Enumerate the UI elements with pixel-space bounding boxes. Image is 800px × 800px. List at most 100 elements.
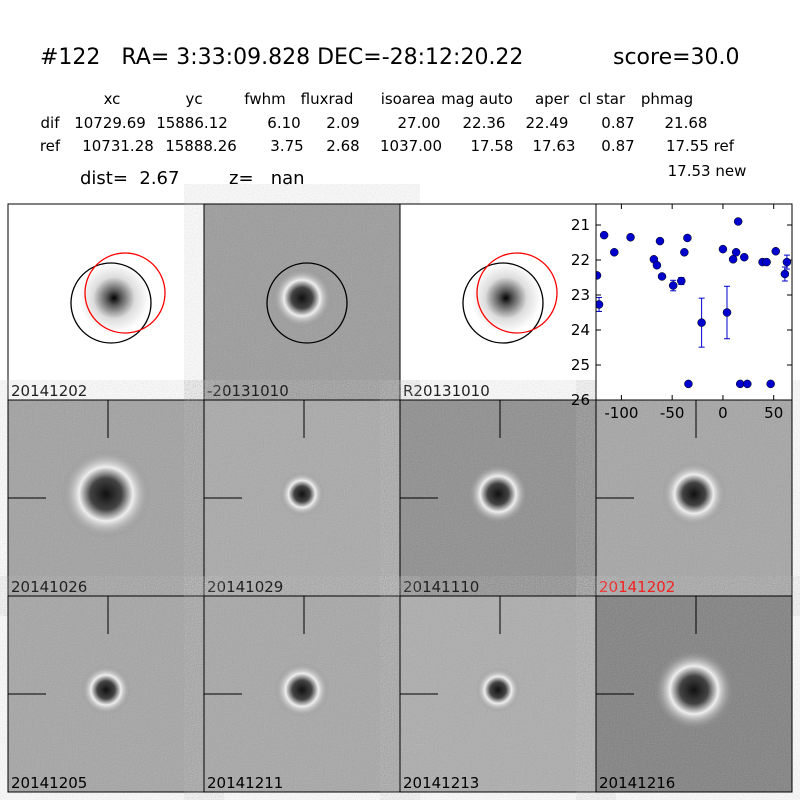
aperture-black (462, 262, 544, 344)
point (728, 255, 738, 264)
table-cell: 17.58 (471, 137, 514, 155)
point (610, 248, 619, 257)
point (771, 247, 781, 256)
z: z= nan (229, 168, 305, 189)
y-tick-label: 22 (571, 251, 590, 269)
stamp-label: 20141110 (403, 578, 479, 596)
y-tick-label: 24 (571, 321, 590, 339)
aperture-red (476, 252, 558, 334)
table-cell: 17.55 ref (666, 137, 735, 155)
point (626, 233, 635, 242)
source (61, 449, 151, 539)
table-cell: 10731.28 (82, 137, 154, 155)
plot-frame (595, 203, 793, 401)
table-cell: 22.49 (526, 114, 569, 132)
score: score=30.0 (613, 45, 740, 70)
column-header: isoarea (381, 90, 436, 108)
stamp-label: 20141205 (11, 774, 87, 792)
stamp-label: R20131010 (403, 382, 490, 400)
column-header: yc (185, 90, 202, 108)
column-header: xc (104, 90, 121, 108)
aperture-black (266, 262, 348, 344)
table-cell: 10729.69 (74, 114, 146, 132)
row-label: dif (41, 114, 61, 132)
column-header: cl star (579, 90, 626, 108)
points (596, 217, 792, 389)
point (731, 248, 741, 257)
row-label: ref (40, 137, 61, 155)
source (661, 461, 727, 527)
point (718, 244, 728, 254)
table-cell: 0.87 (601, 137, 634, 155)
x-tick-label: 0 (718, 404, 728, 422)
point (655, 236, 665, 246)
x-tick-label: -100 (604, 404, 638, 422)
source (279, 471, 325, 517)
table-cell: 2.09 (326, 114, 359, 132)
source (272, 268, 332, 328)
y-tick-label: 25 (571, 356, 590, 374)
source (475, 667, 521, 713)
y-tick-label: 21 (571, 216, 590, 234)
aperture-black (70, 262, 152, 344)
table-cell: 15888.26 (165, 137, 237, 155)
point (762, 257, 771, 267)
point (733, 217, 743, 226)
point (596, 300, 604, 309)
stamp-label: 20141202 (599, 578, 675, 596)
column-header: aper (535, 90, 570, 108)
table-cell: 22.36 (463, 114, 506, 132)
stamp-label: 20141202 (11, 382, 87, 400)
stamp-label: 20141029 (207, 578, 283, 596)
point (596, 271, 602, 280)
point (657, 272, 667, 281)
point (677, 276, 686, 286)
point (743, 379, 752, 389)
point (766, 379, 775, 389)
point (735, 379, 745, 389)
column-header: phmag (641, 90, 693, 108)
source (79, 263, 149, 333)
point (684, 379, 693, 389)
point (652, 261, 662, 270)
source (654, 650, 734, 730)
table-cell: 1037.00 (380, 137, 442, 155)
stamp-label: 20141211 (207, 774, 283, 792)
table-cell: 21.68 (665, 114, 708, 132)
point (697, 318, 706, 327)
stamp-label: 20141213 (403, 774, 479, 792)
dist: dist= 2.67 (80, 168, 179, 189)
stamp-label: 20141216 (599, 774, 675, 792)
column-header: fwhm (244, 90, 285, 108)
table-cell: 27.00 (398, 114, 441, 132)
stamp-label: -20131010 (207, 382, 289, 400)
table-cell: 6.10 (267, 114, 300, 132)
point (722, 308, 732, 317)
stamp-label: 20141026 (11, 578, 87, 596)
column-header: fluxrad (301, 90, 354, 108)
table-cell: 17.63 (533, 137, 576, 155)
y-tick-label: 26 (571, 391, 590, 409)
stamp-frame (595, 595, 793, 793)
point (780, 269, 790, 279)
y-tick-label: 23 (571, 286, 590, 304)
table-cell: 3.75 (270, 137, 303, 155)
source (471, 263, 541, 333)
point (683, 233, 692, 243)
plot-bg (596, 204, 792, 400)
x-tick-label: -50 (660, 404, 685, 422)
title: #122 RA= 3:33:09.828 DEC=-28:12:20.22 (40, 45, 523, 70)
x-tick-label: 50 (764, 404, 783, 422)
point (680, 248, 689, 257)
point (740, 252, 749, 262)
column-header: mag auto (441, 90, 513, 108)
source (274, 662, 330, 718)
table-cell: 2.68 (326, 137, 359, 155)
source (468, 464, 528, 524)
phmag-new: 17.53 new (668, 162, 747, 180)
point (782, 257, 792, 267)
point (668, 281, 678, 290)
aperture-red (84, 252, 166, 334)
table-cell: 15886.12 (156, 114, 228, 132)
